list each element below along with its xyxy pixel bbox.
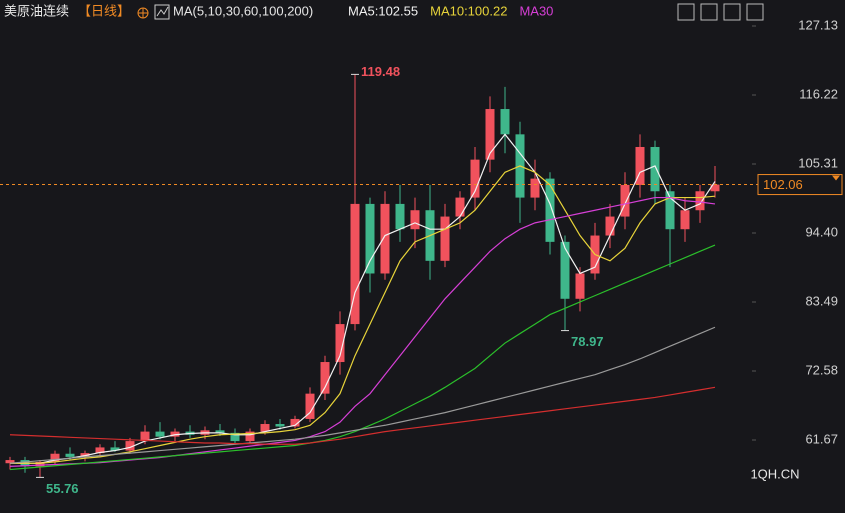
candle-body: [80, 453, 90, 457]
candle-body: [455, 197, 465, 217]
candle-body: [170, 431, 180, 437]
candle-body: [665, 191, 675, 230]
candle-body: [5, 460, 15, 464]
candle-body: [500, 109, 510, 135]
candle-body: [245, 431, 255, 442]
last-price-box: [757, 174, 843, 196]
candle-body: [230, 432, 240, 442]
y-tick-label: 116.22: [799, 86, 838, 101]
tool-button[interactable]: [746, 3, 764, 21]
candle-body: [50, 453, 60, 462]
settings-icon[interactable]: [137, 7, 149, 19]
candle-body: [290, 418, 300, 427]
candle-body: [305, 393, 315, 419]
candle-body: [635, 146, 645, 185]
indicator-icon[interactable]: [154, 4, 170, 20]
candle-body: [650, 146, 660, 192]
last-price-marker: [832, 175, 840, 181]
candle-body: [260, 424, 270, 432]
candle-body: [605, 216, 615, 236]
ma-line: [9, 244, 716, 471]
tool-button[interactable]: [723, 3, 741, 21]
candle-body: [470, 159, 480, 198]
y-tick-label: 72.58: [805, 362, 838, 377]
ma-line: [10, 133, 716, 464]
indicator: MA(5,10,30,60,100,200): [173, 3, 313, 18]
candle-body: [335, 324, 345, 363]
candle-body: [95, 447, 105, 454]
candle-body: [485, 109, 495, 160]
y-tick-label: 127.13: [798, 17, 838, 32]
candle-body: [395, 203, 405, 230]
annotation-label: 55.76: [46, 481, 79, 496]
ma-line: [9, 326, 716, 464]
annotation-label: 119.48: [361, 64, 400, 79]
candle-body: [620, 184, 630, 217]
symbol: 美原油连续: [4, 3, 69, 18]
y-tick-label: 94.40: [805, 224, 838, 239]
candle-body: [110, 447, 120, 451]
candle-body: [125, 441, 135, 451]
candle-body: [680, 210, 690, 230]
legend-entry: MA10:100.22: [430, 3, 507, 18]
watermark: 1QH.CN: [750, 466, 799, 481]
candle-body: [575, 273, 585, 299]
period[interactable]: 【日线】: [78, 3, 130, 18]
candle-body: [140, 431, 150, 442]
candle-body: [530, 178, 540, 198]
ma-line: [9, 386, 716, 445]
last-price-label: 102.06: [763, 177, 803, 192]
candle-body: [320, 362, 330, 394]
candle-body: [155, 431, 165, 437]
candle-body: [35, 461, 45, 467]
legend-entry: MA30: [519, 3, 553, 18]
legend-entry: MA5:102.55: [348, 3, 418, 18]
ma-line: [10, 165, 716, 464]
candle-body: [560, 241, 570, 299]
candle-body: [545, 178, 555, 242]
y-tick-label: 61.67: [805, 431, 838, 446]
candle-body: [710, 184, 720, 192]
tool-button[interactable]: [677, 3, 695, 21]
y-tick-label: 105.31: [798, 155, 838, 170]
candle-body: [215, 430, 225, 433]
candle-body: [350, 203, 360, 325]
candle-body: [275, 424, 285, 427]
candle-body: [380, 203, 390, 274]
ma-line: [9, 196, 716, 467]
candle-body: [65, 453, 75, 457]
toolbar: [677, 3, 764, 21]
candle-body: [410, 210, 420, 230]
tool-button[interactable]: [700, 3, 718, 21]
candle-body: [695, 191, 705, 211]
candle-body: [440, 216, 450, 261]
candle-body: [365, 203, 375, 274]
y-tick-label: 83.49: [805, 293, 838, 308]
annotation-label: 78.97: [571, 334, 604, 349]
